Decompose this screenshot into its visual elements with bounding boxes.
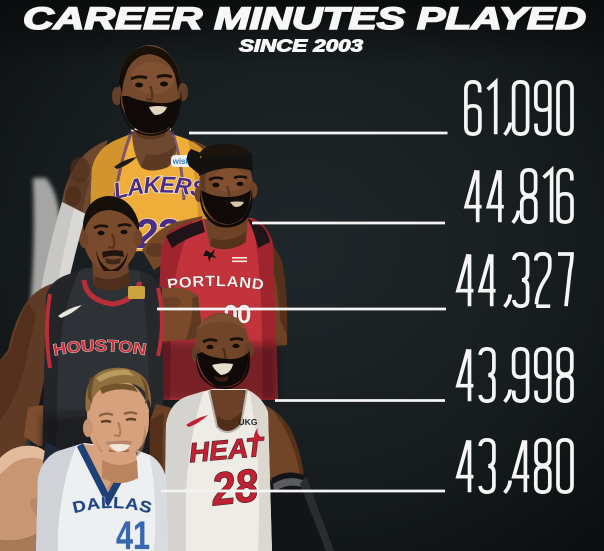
- svg-text:PORTLAND: PORTLAND: [166, 273, 265, 294]
- svg-text:CAREER MINUTES PLAYED: CAREER MINUTES PLAYED: [23, 0, 586, 36]
- svg-text:HOUSTON: HOUSTON: [52, 338, 148, 359]
- svg-text:wish: wish: [172, 157, 191, 166]
- svg-text:DALLAS: DALLAS: [71, 495, 154, 518]
- svg-text:HEAT: HEAT: [188, 432, 267, 469]
- svg-text:41: 41: [116, 514, 150, 551]
- svg-text:UKG: UKG: [239, 417, 258, 427]
- svg-text:28: 28: [208, 459, 260, 516]
- svg-text:SINCE 2003: SINCE 2003: [239, 36, 364, 56]
